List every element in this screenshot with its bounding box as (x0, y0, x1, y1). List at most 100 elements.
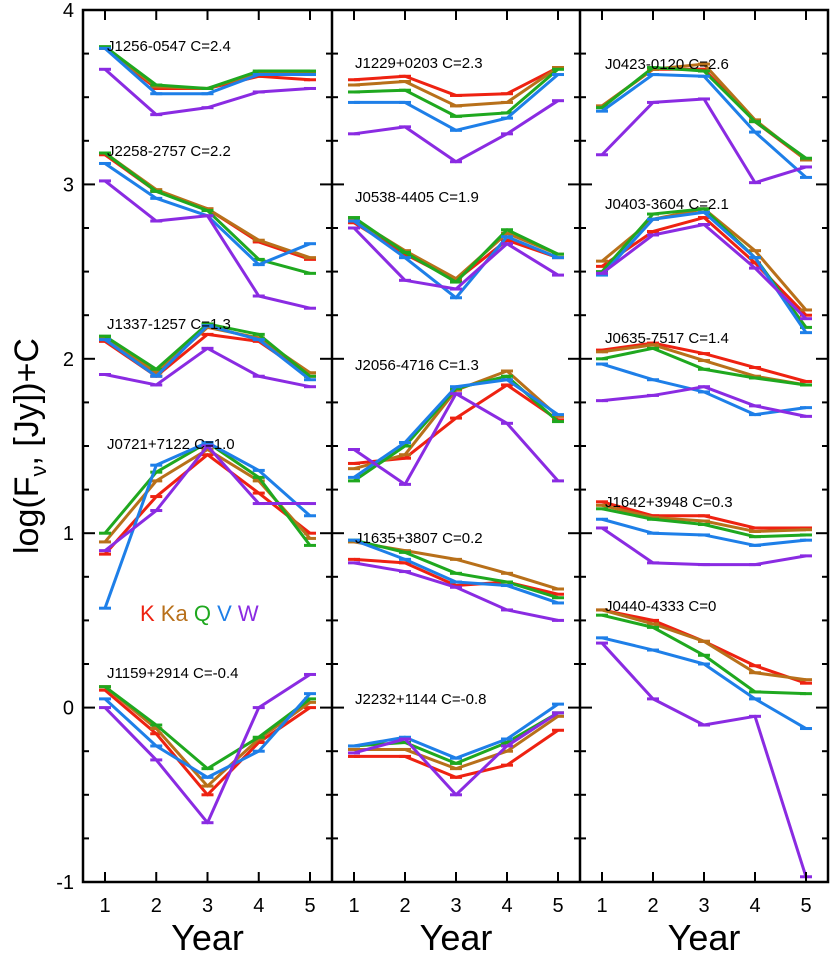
source-group (348, 216, 564, 300)
source-label: J2232+1144 C=-0.8 (355, 691, 487, 708)
source-group (596, 62, 812, 185)
series-K (348, 221, 564, 282)
legend-K: K (140, 601, 155, 626)
series-V (596, 362, 812, 417)
series-Q (348, 67, 564, 118)
source-group (596, 207, 812, 335)
series-Q (596, 613, 812, 696)
series-line (601, 66, 807, 160)
series-W (348, 711, 564, 797)
series-line (103, 692, 312, 779)
series-W (99, 67, 316, 117)
series-K (596, 341, 812, 383)
source-label: J0538-4405 C=1.9 (355, 189, 479, 206)
series-V (348, 219, 564, 300)
series-line (103, 673, 311, 825)
y-axis-label: log(Fν, [Jy])+C (8, 338, 51, 554)
series-Q (99, 151, 316, 275)
series-W (596, 223, 812, 321)
series-V (596, 73, 812, 179)
x-tick-label: 3 (698, 895, 709, 917)
x-tick-label: 3 (450, 895, 461, 917)
x-tick-label: 2 (399, 895, 410, 917)
y-tick-label: 2 (63, 349, 74, 371)
y-tick-label: 1 (63, 523, 74, 545)
series-V (596, 517, 812, 547)
series-line (601, 73, 807, 179)
series-line (600, 642, 808, 878)
series-line (353, 392, 560, 486)
source-label: J0721+7122 C=1.0 (107, 436, 235, 453)
x-tick-label: 2 (647, 895, 658, 917)
x-axis-label: Year (420, 917, 493, 953)
legend-V: V (211, 601, 232, 626)
source-label: J1256-0547 C=2.4 (107, 38, 231, 55)
x-tick-label: 4 (749, 895, 760, 917)
series-V (99, 692, 316, 779)
source-group (99, 672, 316, 825)
series-Q (99, 322, 316, 378)
series-W (348, 99, 564, 164)
source-group (348, 538, 564, 622)
series-Q (596, 66, 812, 160)
source-label: J0440-4333 C=0 (605, 598, 716, 615)
source-label: J1159+2914 C=-0.4 (107, 665, 239, 682)
y-tick-label: 0 (63, 698, 74, 720)
series-line (601, 636, 807, 730)
series-Q (596, 507, 812, 539)
series-line (104, 685, 311, 788)
x-tick-label: 1 (596, 895, 607, 917)
x-tick-label: 5 (800, 895, 811, 917)
x-tick-label: 5 (304, 895, 315, 917)
series-V (596, 210, 812, 335)
series-W (596, 641, 812, 879)
series-V (99, 441, 316, 610)
series-Q (99, 685, 316, 771)
series-line (353, 218, 559, 281)
series-line (601, 216, 808, 317)
series-V (348, 702, 564, 760)
series-W (99, 444, 316, 553)
series-line (353, 216, 559, 284)
series-line (104, 179, 311, 310)
series-W (348, 226, 564, 291)
source-group (99, 441, 316, 610)
series-K (596, 67, 812, 162)
legend-W: W (232, 601, 259, 626)
legend-Ka: Ka (155, 601, 189, 626)
y-tick-label: 3 (63, 174, 74, 196)
series-W (99, 346, 316, 389)
source-label: J1635+3807 C=0.2 (355, 530, 483, 547)
series-W (348, 392, 564, 486)
series-line (104, 689, 311, 797)
series-V (348, 538, 564, 605)
x-tick-label: 4 (501, 895, 512, 917)
legend-Q: Q (188, 601, 211, 626)
series-W (596, 385, 812, 418)
series-Ka (348, 714, 564, 771)
series-V (348, 378, 564, 479)
series-line (103, 441, 312, 547)
x-tick-label: 2 (151, 895, 162, 917)
series-Ka (99, 151, 316, 260)
series-Q (348, 216, 564, 284)
series-Ka (596, 608, 812, 682)
series-W (99, 179, 316, 310)
series-line (353, 221, 559, 282)
series-line (104, 153, 311, 261)
source-group (99, 151, 316, 310)
series-W (596, 97, 812, 185)
source-label: J1229+0203 C=2.3 (355, 55, 483, 72)
source-group (348, 702, 564, 797)
series-K (596, 216, 812, 317)
series-line (600, 207, 808, 329)
series-Q (99, 45, 316, 90)
source-label: J1642+3948 C=0.3 (605, 494, 733, 511)
x-tick-label: 4 (253, 895, 264, 917)
series-line (601, 343, 807, 387)
series-W (348, 561, 564, 622)
series-line (353, 538, 559, 605)
series-W (596, 526, 812, 567)
y-tick-label: -1 (56, 872, 74, 894)
x-axis-label: Year (668, 917, 741, 953)
